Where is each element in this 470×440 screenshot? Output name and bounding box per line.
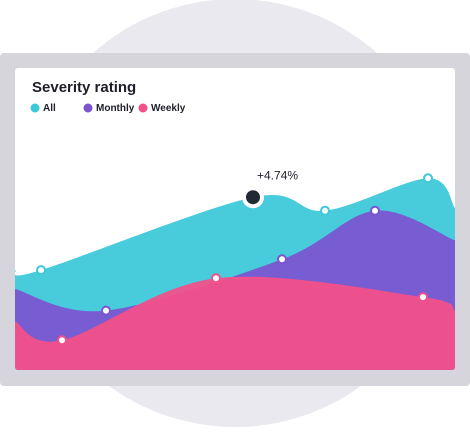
- legend-label: Monthly: [96, 103, 135, 114]
- point: [211, 273, 221, 284]
- point: [320, 205, 330, 216]
- annotation: +4.74%: [257, 168, 298, 182]
- markers: +4.74%: [36, 168, 433, 346]
- legend-label: All: [43, 103, 56, 114]
- legend: All Monthly Weekly: [30, 103, 186, 114]
- legend-swatch: [30, 103, 40, 113]
- legend-label: Weekly: [151, 103, 186, 114]
- legend-swatch: [138, 103, 148, 113]
- point: [423, 173, 433, 184]
- point: [57, 335, 67, 346]
- point: [418, 292, 428, 303]
- legend-swatch: [83, 103, 93, 113]
- point: [277, 254, 287, 265]
- chart-title: Severity rating: [32, 79, 136, 96]
- point: [370, 205, 380, 216]
- point: [101, 305, 111, 316]
- highlight-dot: [246, 190, 260, 205]
- area: [15, 276, 455, 370]
- point: [36, 265, 46, 276]
- plot: [15, 178, 455, 370]
